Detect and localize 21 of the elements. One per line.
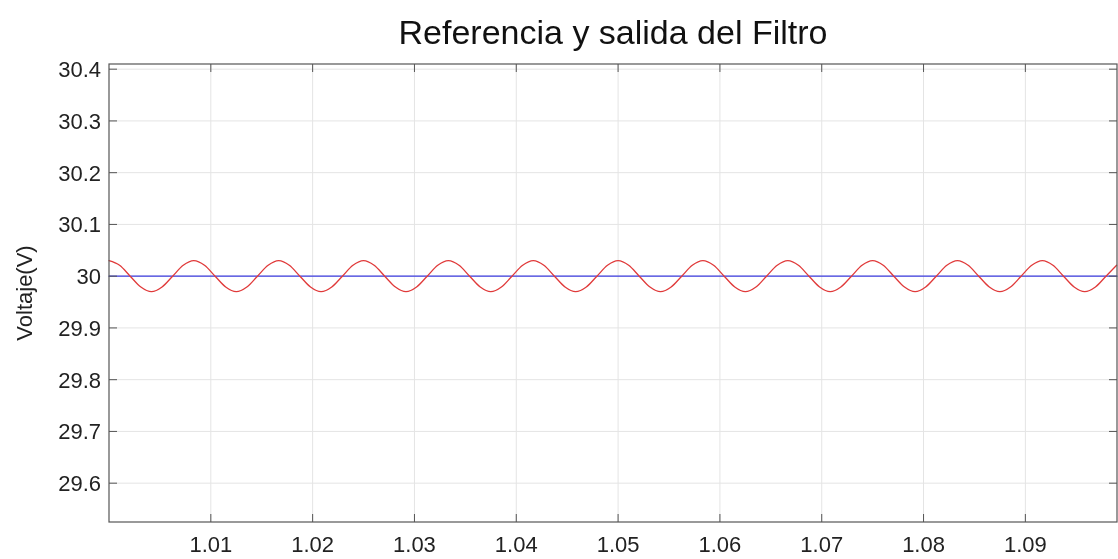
x-tick-label: 1.08 xyxy=(902,532,945,557)
y-axis-title: Voltaje(V) xyxy=(12,245,37,341)
x-tick-label: 1.05 xyxy=(596,532,640,557)
x-tick-label: 1.06 xyxy=(698,532,742,557)
y-tick-label: 30 xyxy=(76,264,101,290)
y-tick-label: 29.6 xyxy=(58,471,101,497)
y-tick-label: 30.3 xyxy=(58,108,101,134)
chart-title: Referencia y salida del Filtro xyxy=(398,13,828,51)
line-series xyxy=(108,260,1118,293)
x-tick-label: 1.09 xyxy=(1003,532,1047,557)
y-tick-label: 30.1 xyxy=(58,212,101,238)
x-tick-label: 1.03 xyxy=(393,532,436,557)
y-tick-label: 29.8 xyxy=(58,367,101,393)
y-tick-label: 29.7 xyxy=(58,419,101,445)
x-tick-label: 1.02 xyxy=(291,532,335,557)
x-tick-label: 1.01 xyxy=(189,532,233,557)
x-tick-label: 1.07 xyxy=(800,532,844,557)
x-tick-label: 1.04 xyxy=(494,532,538,557)
y-tick-label: 30.2 xyxy=(58,160,101,186)
y-tick-label: 29.9 xyxy=(58,315,101,341)
y-tick-label: 30.4 xyxy=(58,57,101,83)
